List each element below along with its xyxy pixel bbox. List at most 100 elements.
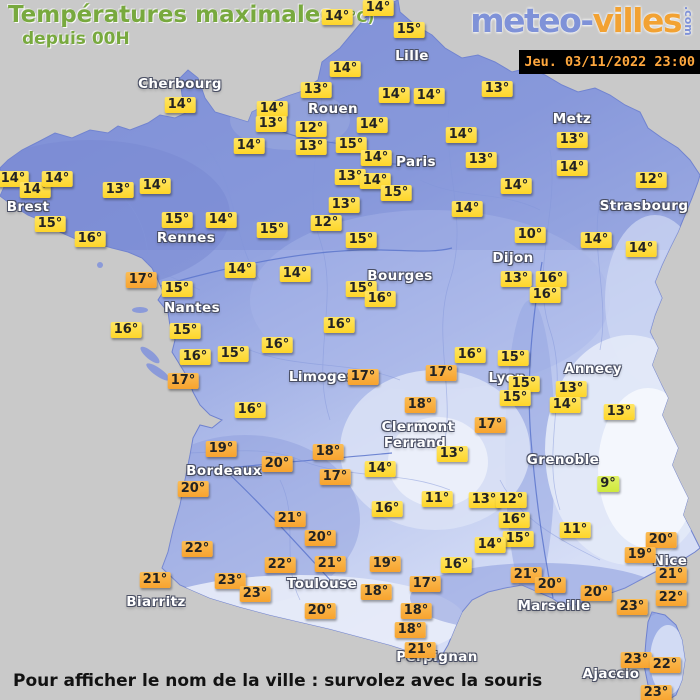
temp-badge[interactable]: 14° <box>549 397 581 413</box>
temp-badge[interactable]: 14° <box>580 232 612 248</box>
temp-badge[interactable]: 23° <box>620 652 652 668</box>
temp-badge[interactable]: 17° <box>125 272 157 288</box>
temp-badge[interactable]: 16° <box>440 557 472 573</box>
temp-badge[interactable]: 13° <box>334 169 366 185</box>
temp-badge[interactable]: 13° <box>102 182 134 198</box>
temp-badge[interactable]: 22° <box>655 590 687 606</box>
temp-badge[interactable]: 15° <box>161 281 193 297</box>
temp-badge[interactable]: 13° <box>436 446 468 462</box>
temp-badge[interactable]: 20° <box>177 481 209 497</box>
temp-badge[interactable]: 21° <box>139 572 171 588</box>
temp-badge[interactable]: 16° <box>261 337 293 353</box>
temp-badge[interactable]: 14° <box>360 150 392 166</box>
temp-badge[interactable]: 13° <box>465 152 497 168</box>
temp-badge[interactable]: 14° <box>500 178 532 194</box>
temp-badge[interactable]: 15° <box>169 323 201 339</box>
temp-badge[interactable]: 14° <box>413 88 445 104</box>
temp-badge[interactable]: 13° <box>500 271 532 287</box>
temp-badge[interactable]: 17° <box>425 365 457 381</box>
temp-badge[interactable]: 15° <box>335 137 367 153</box>
temp-badge[interactable]: 20° <box>304 530 336 546</box>
temp-badge[interactable]: 23° <box>239 586 271 602</box>
temp-badge[interactable]: 20° <box>645 532 677 548</box>
temp-badge[interactable]: 15° <box>161 212 193 228</box>
temp-badge[interactable]: 15° <box>499 390 531 406</box>
temp-badge[interactable]: 18° <box>360 584 392 600</box>
temp-badge[interactable]: 16° <box>371 501 403 517</box>
temp-badge[interactable]: 20° <box>261 456 293 472</box>
temp-badge[interactable]: 20° <box>534 577 566 593</box>
temp-badge[interactable]: 21° <box>314 556 346 572</box>
temp-badge[interactable]: 15° <box>380 185 412 201</box>
temp-badge[interactable]: 13° <box>555 381 587 397</box>
temp-badge[interactable]: 22° <box>181 541 213 557</box>
temp-badge[interactable]: 13° <box>603 404 635 420</box>
temp-badge[interactable]: 13° <box>295 139 327 155</box>
temp-badge[interactable]: 13° <box>255 116 287 132</box>
temp-badge[interactable]: 12° <box>295 121 327 137</box>
temp-badge[interactable]: 23° <box>214 573 246 589</box>
temp-badge[interactable]: 15° <box>217 346 249 362</box>
temp-badge[interactable]: 16° <box>110 322 142 338</box>
temp-badge[interactable]: 21° <box>274 511 306 527</box>
temp-badge[interactable]: 22° <box>649 657 681 673</box>
temp-badge[interactable]: 14° <box>556 160 588 176</box>
temp-badge[interactable]: 16° <box>74 231 106 247</box>
temp-badge[interactable]: 20° <box>580 585 612 601</box>
temp-badge[interactable]: 15° <box>508 376 540 392</box>
temp-badge[interactable]: 21° <box>404 642 436 658</box>
temp-badge[interactable]: 14° <box>329 61 361 77</box>
temp-badge[interactable]: 13° <box>300 82 332 98</box>
temp-badge[interactable]: 15° <box>497 350 529 366</box>
temp-badge[interactable]: 14° <box>41 171 73 187</box>
temp-badge[interactable]: 12° <box>495 492 527 508</box>
temp-badge[interactable]: 16° <box>323 317 355 333</box>
temp-badge[interactable]: 20° <box>304 603 336 619</box>
temp-badge[interactable]: 13° <box>481 81 513 97</box>
temp-badge[interactable]: 14° <box>256 101 288 117</box>
temp-badge[interactable]: 14° <box>321 9 353 25</box>
temp-badge[interactable]: 14° <box>279 266 311 282</box>
temp-badge[interactable]: 14° <box>474 537 506 553</box>
temp-badge[interactable]: 10° <box>514 227 546 243</box>
temp-badge[interactable]: 9° <box>597 476 619 492</box>
temp-badge[interactable]: 16° <box>498 512 530 528</box>
temp-badge[interactable]: 12° <box>310 215 342 231</box>
temp-badge[interactable]: 16° <box>535 271 567 287</box>
temp-badge[interactable]: 16° <box>529 287 561 303</box>
temp-badge[interactable]: 15° <box>34 216 66 232</box>
temp-badge[interactable]: 18° <box>394 622 426 638</box>
temp-badge[interactable]: 15° <box>256 222 288 238</box>
temp-badge[interactable]: 23° <box>616 599 648 615</box>
temp-badge[interactable]: 17° <box>347 369 379 385</box>
temp-badge[interactable]: 14° <box>378 87 410 103</box>
temp-badge[interactable]: 17° <box>167 373 199 389</box>
temp-badge[interactable]: 18° <box>404 397 436 413</box>
temp-badge[interactable]: 18° <box>312 444 344 460</box>
meteo-villes-logo[interactable]: meteo-villes .com <box>470 1 695 40</box>
temp-badge[interactable]: 18° <box>400 603 432 619</box>
temp-badge[interactable]: 19° <box>624 547 656 563</box>
temp-badge[interactable]: 22° <box>264 557 296 573</box>
temp-badge[interactable]: 17° <box>474 417 506 433</box>
temp-badge[interactable]: 19° <box>205 441 237 457</box>
temp-badge[interactable]: 16° <box>234 402 266 418</box>
temp-badge[interactable]: 11° <box>559 522 591 538</box>
temp-badge[interactable]: 11° <box>421 491 453 507</box>
temp-badge[interactable]: 14° <box>233 138 265 154</box>
temp-badge[interactable]: 16° <box>364 291 396 307</box>
temp-badge[interactable]: 15° <box>502 531 534 547</box>
temp-badge[interactable]: 16° <box>179 349 211 365</box>
temp-badge[interactable]: 14° <box>362 0 394 16</box>
temp-badge[interactable]: 21° <box>510 567 542 583</box>
temp-badge[interactable]: 14° <box>445 127 477 143</box>
temp-badge[interactable]: 16° <box>454 347 486 363</box>
temp-badge[interactable]: 14° <box>164 97 196 113</box>
temp-badge[interactable]: 14° <box>451 201 483 217</box>
temp-badge[interactable]: 17° <box>319 469 351 485</box>
temp-badge[interactable]: 14° <box>224 262 256 278</box>
temp-badge[interactable]: 15° <box>393 22 425 38</box>
temp-badge[interactable]: 19° <box>369 556 401 572</box>
temp-badge[interactable]: 14° <box>356 117 388 133</box>
temp-badge[interactable]: 15° <box>345 232 377 248</box>
